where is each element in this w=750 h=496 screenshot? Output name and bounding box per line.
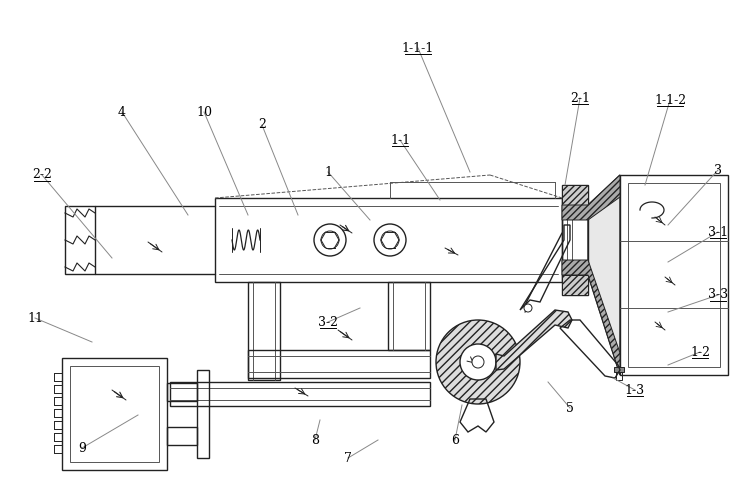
Text: 3-2: 3-2 bbox=[318, 315, 338, 328]
Bar bbox=[215, 198, 562, 282]
Polygon shape bbox=[496, 310, 572, 370]
Text: 2-2: 2-2 bbox=[32, 169, 52, 182]
Text: 9: 9 bbox=[78, 441, 86, 454]
Bar bbox=[620, 175, 728, 375]
Text: 1-1: 1-1 bbox=[390, 133, 410, 146]
Bar bbox=[616, 372, 622, 380]
Bar bbox=[167, 427, 197, 445]
Text: 5: 5 bbox=[566, 401, 574, 415]
Text: 3-1: 3-1 bbox=[708, 226, 728, 239]
Bar bbox=[628, 183, 720, 367]
Text: 1-1-1: 1-1-1 bbox=[402, 42, 434, 55]
Text: 7: 7 bbox=[344, 451, 352, 464]
Circle shape bbox=[472, 356, 484, 368]
Bar bbox=[614, 367, 624, 372]
Text: 2-1: 2-1 bbox=[570, 91, 590, 105]
Text: 3-3: 3-3 bbox=[708, 289, 728, 302]
Bar bbox=[197, 370, 209, 458]
Text: 1-3: 1-3 bbox=[625, 383, 645, 396]
Bar bbox=[562, 185, 588, 295]
Circle shape bbox=[460, 344, 496, 380]
Circle shape bbox=[436, 320, 520, 404]
Text: 2: 2 bbox=[258, 119, 266, 131]
Text: 1-1-2: 1-1-2 bbox=[654, 94, 686, 107]
Polygon shape bbox=[562, 175, 620, 220]
Bar bbox=[170, 382, 430, 406]
Text: 10: 10 bbox=[196, 106, 212, 119]
Text: 6: 6 bbox=[451, 434, 459, 446]
Text: 11: 11 bbox=[27, 311, 43, 324]
Bar bbox=[65, 206, 95, 274]
Polygon shape bbox=[562, 260, 620, 375]
Bar bbox=[70, 366, 159, 462]
Bar bbox=[248, 350, 430, 378]
Text: 3: 3 bbox=[714, 164, 722, 177]
Polygon shape bbox=[562, 185, 588, 205]
Polygon shape bbox=[562, 275, 588, 295]
Bar bbox=[388, 282, 430, 350]
Circle shape bbox=[524, 304, 532, 312]
Polygon shape bbox=[588, 175, 620, 375]
Bar bbox=[62, 358, 167, 470]
Bar bbox=[167, 383, 197, 401]
Text: 4: 4 bbox=[118, 106, 126, 119]
Text: 1: 1 bbox=[324, 166, 332, 179]
Bar bbox=[248, 282, 280, 380]
Text: 1-2: 1-2 bbox=[690, 346, 710, 359]
Text: 8: 8 bbox=[311, 434, 319, 446]
